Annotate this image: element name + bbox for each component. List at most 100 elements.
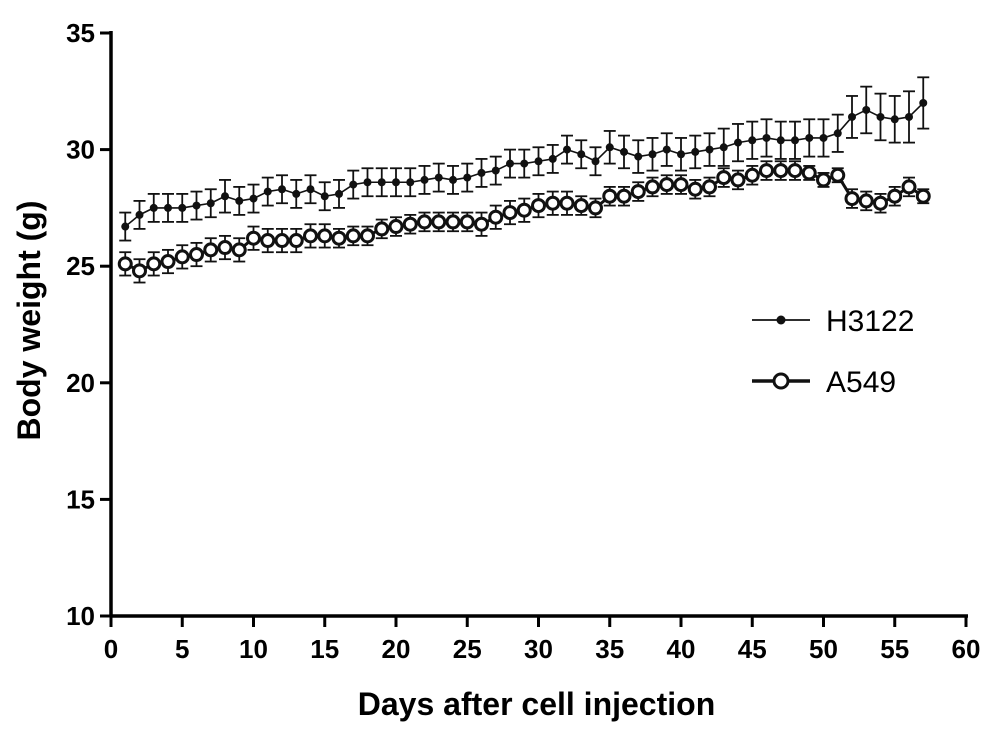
data-point [873,195,888,211]
data-point [132,263,147,279]
x-tick-label: 35 [595,634,624,664]
data-point [634,152,643,161]
data-point [178,203,187,212]
x-tick-label: 15 [310,634,339,664]
data-point [531,198,546,214]
x-tick-label: 25 [453,634,482,664]
data-point [502,205,518,221]
data-point [759,163,774,179]
data-point [278,185,286,194]
data-point [833,129,842,138]
x-tick-label: 60 [952,634,981,664]
plot-area [117,76,931,284]
data-point [260,233,276,249]
data-point [659,177,675,193]
x-axis-title: Days after cell injection [358,686,715,722]
series-a549 [117,160,931,284]
data-point [203,242,219,258]
legend-label: H3122 [826,305,914,338]
legend-item-a549: A549 [752,366,896,399]
data-point [263,187,272,196]
data-point [402,216,418,232]
data-point [716,170,732,186]
x-tick-label: 50 [809,634,838,664]
series-h3122 [119,76,930,242]
data-point [160,254,176,270]
data-point [135,210,144,219]
data-point [605,143,614,152]
data-point [744,167,760,183]
data-point [662,145,671,154]
data-point [630,184,646,200]
data-point [331,230,347,246]
data-point [915,188,931,204]
x-tick-label: 10 [239,634,268,664]
data-point [730,172,746,188]
data-point [919,98,928,107]
y-axis-title: Body weight (g) [11,201,47,441]
data-point [819,133,828,142]
data-point [648,150,657,159]
data-point [901,179,917,195]
data-point [830,167,846,183]
y-tick-label: 10 [66,601,95,631]
data-point [645,179,660,195]
data-point [862,105,871,114]
data-point [360,228,375,244]
y-tick-label: 30 [66,135,95,165]
data-point [591,157,600,166]
data-point [890,115,899,124]
data-point [420,175,429,184]
x-tick-label: 0 [104,634,118,664]
data-point [363,178,372,187]
data-point [349,180,358,189]
data-point [431,214,447,230]
data-point [235,196,244,205]
data-point [805,133,814,142]
data-point [773,163,789,179]
data-point [477,168,486,177]
data-point [616,188,632,204]
data-point [231,242,247,258]
x-tick-label: 5 [175,634,189,664]
data-point [844,191,860,207]
data-point [117,256,133,272]
data-point [848,112,856,121]
data-point [406,178,415,187]
data-point [687,181,703,197]
data-point [520,159,529,168]
data-point [288,233,304,249]
data-point [573,198,589,214]
data-point [801,165,817,181]
axes: 0 5 10 15 20 25 30 35 40 45 50 55 60 10 15 20 25 30 35 Days… [11,18,980,722]
data-point [488,209,504,225]
data-point [677,150,685,159]
data-point [588,200,603,216]
data-point [702,179,717,195]
data-point [719,143,728,152]
legend-marker [772,372,790,390]
data-point [673,177,689,193]
y-tick-label: 15 [66,484,95,514]
data-point [577,150,586,159]
data-point [705,145,714,154]
data-point [206,199,215,208]
legend: H3122 A549 [752,305,914,399]
data-point [620,147,628,156]
data-point [516,202,532,218]
data-point [506,159,514,168]
y-tick-label: 35 [66,18,95,48]
data-point [274,233,290,249]
data-point [858,193,874,209]
data-point [748,136,757,145]
data-point [563,145,571,154]
data-point [146,256,162,272]
data-point [816,172,831,188]
data-point [787,163,803,179]
data-point [548,154,557,163]
data-point [691,147,700,156]
data-point [762,133,771,142]
data-point [217,240,233,256]
data-point [189,247,204,263]
